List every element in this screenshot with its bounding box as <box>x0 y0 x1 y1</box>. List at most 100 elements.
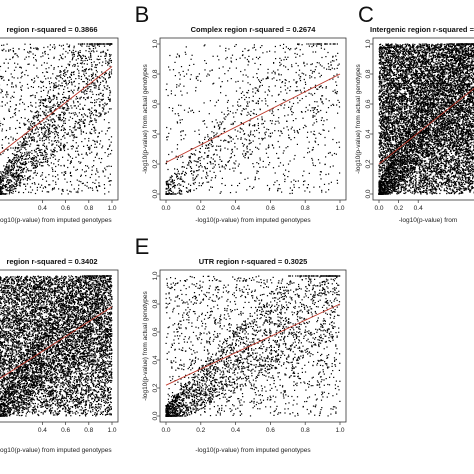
scatter-point <box>281 131 282 132</box>
scatter-point <box>10 188 11 189</box>
scatter-point <box>97 190 98 191</box>
scatter-point <box>334 153 335 154</box>
scatter-point <box>24 140 25 141</box>
scatter-point <box>88 147 89 148</box>
scatter-point <box>272 110 273 111</box>
scatter-point <box>201 185 202 186</box>
scatter-point <box>80 97 81 98</box>
scatter-point <box>53 105 54 106</box>
scatter-point <box>173 182 174 183</box>
scatter-point <box>93 50 94 51</box>
scatter-point <box>321 85 322 86</box>
scatter-point <box>67 44 68 45</box>
scatter-point <box>49 109 50 110</box>
scatter-point <box>54 137 55 138</box>
scatter-point <box>21 164 22 165</box>
scatter-point <box>434 83 435 84</box>
scatter-point <box>98 89 99 90</box>
scatter-point <box>251 154 252 155</box>
scatter-point <box>40 105 41 106</box>
scatter-point <box>43 157 44 158</box>
scatter-point <box>71 132 72 133</box>
scatter-point <box>83 71 84 72</box>
scatter-point <box>243 156 244 157</box>
scatter-point <box>247 148 248 149</box>
scatter-point <box>47 46 48 47</box>
scatter-point <box>81 79 82 80</box>
scatter-point <box>84 113 85 114</box>
scatter-point <box>96 102 97 103</box>
scatter-point <box>4 119 5 120</box>
scatter-point <box>36 60 37 61</box>
scatter-point <box>22 143 23 144</box>
scatter-point <box>334 68 335 69</box>
scatter-point <box>236 44 237 45</box>
scatter-point <box>85 56 86 57</box>
scatter-point <box>288 137 289 138</box>
scatter-point <box>12 96 13 97</box>
scatter-point <box>9 161 10 162</box>
scatter-point <box>196 170 197 171</box>
scatter-point <box>34 182 35 183</box>
scatter-point <box>184 175 185 176</box>
scatter-point <box>53 96 54 97</box>
scatter-point <box>55 77 56 78</box>
scatter-point <box>52 144 53 145</box>
scatter-point <box>99 59 100 60</box>
scatter-point <box>84 91 85 92</box>
scatter-point <box>320 178 321 179</box>
scatter-point <box>57 103 58 104</box>
scatter-point <box>83 146 84 147</box>
scatter-point <box>20 185 21 186</box>
scatter-point <box>227 114 228 115</box>
scatter-point <box>50 87 51 88</box>
scatter-point <box>461 188 462 189</box>
scatter-point <box>400 106 401 107</box>
scatter-point <box>314 93 315 94</box>
scatter-point <box>69 136 70 137</box>
scatter-point <box>77 169 78 170</box>
scatter-point <box>248 134 249 135</box>
scatter-point <box>212 142 213 143</box>
scatter-point <box>41 91 42 92</box>
scatter-point <box>13 159 14 160</box>
scatter-point <box>87 154 88 155</box>
scatter-point <box>320 174 321 175</box>
scatter-point <box>215 105 216 106</box>
scatter-point <box>33 117 34 118</box>
scatter-point <box>190 185 191 186</box>
scatter-point <box>99 104 100 105</box>
scatter-point <box>83 97 84 98</box>
scatter-point <box>198 130 199 131</box>
scatter-point <box>49 81 50 82</box>
scatter-point <box>290 86 291 87</box>
scatter-point <box>76 148 77 149</box>
scatter-point <box>51 111 52 112</box>
scatter-point <box>77 63 78 64</box>
scatter-point <box>54 187 55 188</box>
scatter-point <box>19 166 20 167</box>
scatter-point <box>181 66 182 67</box>
scatter-point <box>92 75 93 76</box>
scatter-point <box>15 175 16 176</box>
scatter-point <box>107 103 108 104</box>
scatter-point <box>100 162 101 163</box>
scatter-point <box>108 43 109 44</box>
scatter-point <box>310 43 311 44</box>
scatter-point <box>14 109 15 110</box>
scatter-point <box>199 111 200 112</box>
scatter-point <box>196 78 197 79</box>
scatter-point <box>76 192 77 193</box>
scatter-point <box>13 48 14 49</box>
scatter-point <box>34 133 35 134</box>
x-axis-label: -log10(p-value) from imputed genotypes <box>195 217 311 224</box>
scatter-point <box>3 172 4 173</box>
scatter-point <box>234 155 235 156</box>
scatter-point <box>97 172 98 173</box>
scatter-point <box>322 117 323 118</box>
scatter-point <box>16 163 17 164</box>
scatter-point <box>259 57 260 58</box>
x-tick-label: 0.2 <box>196 205 205 212</box>
scatter-point <box>205 167 206 168</box>
scatter-point <box>253 166 254 167</box>
